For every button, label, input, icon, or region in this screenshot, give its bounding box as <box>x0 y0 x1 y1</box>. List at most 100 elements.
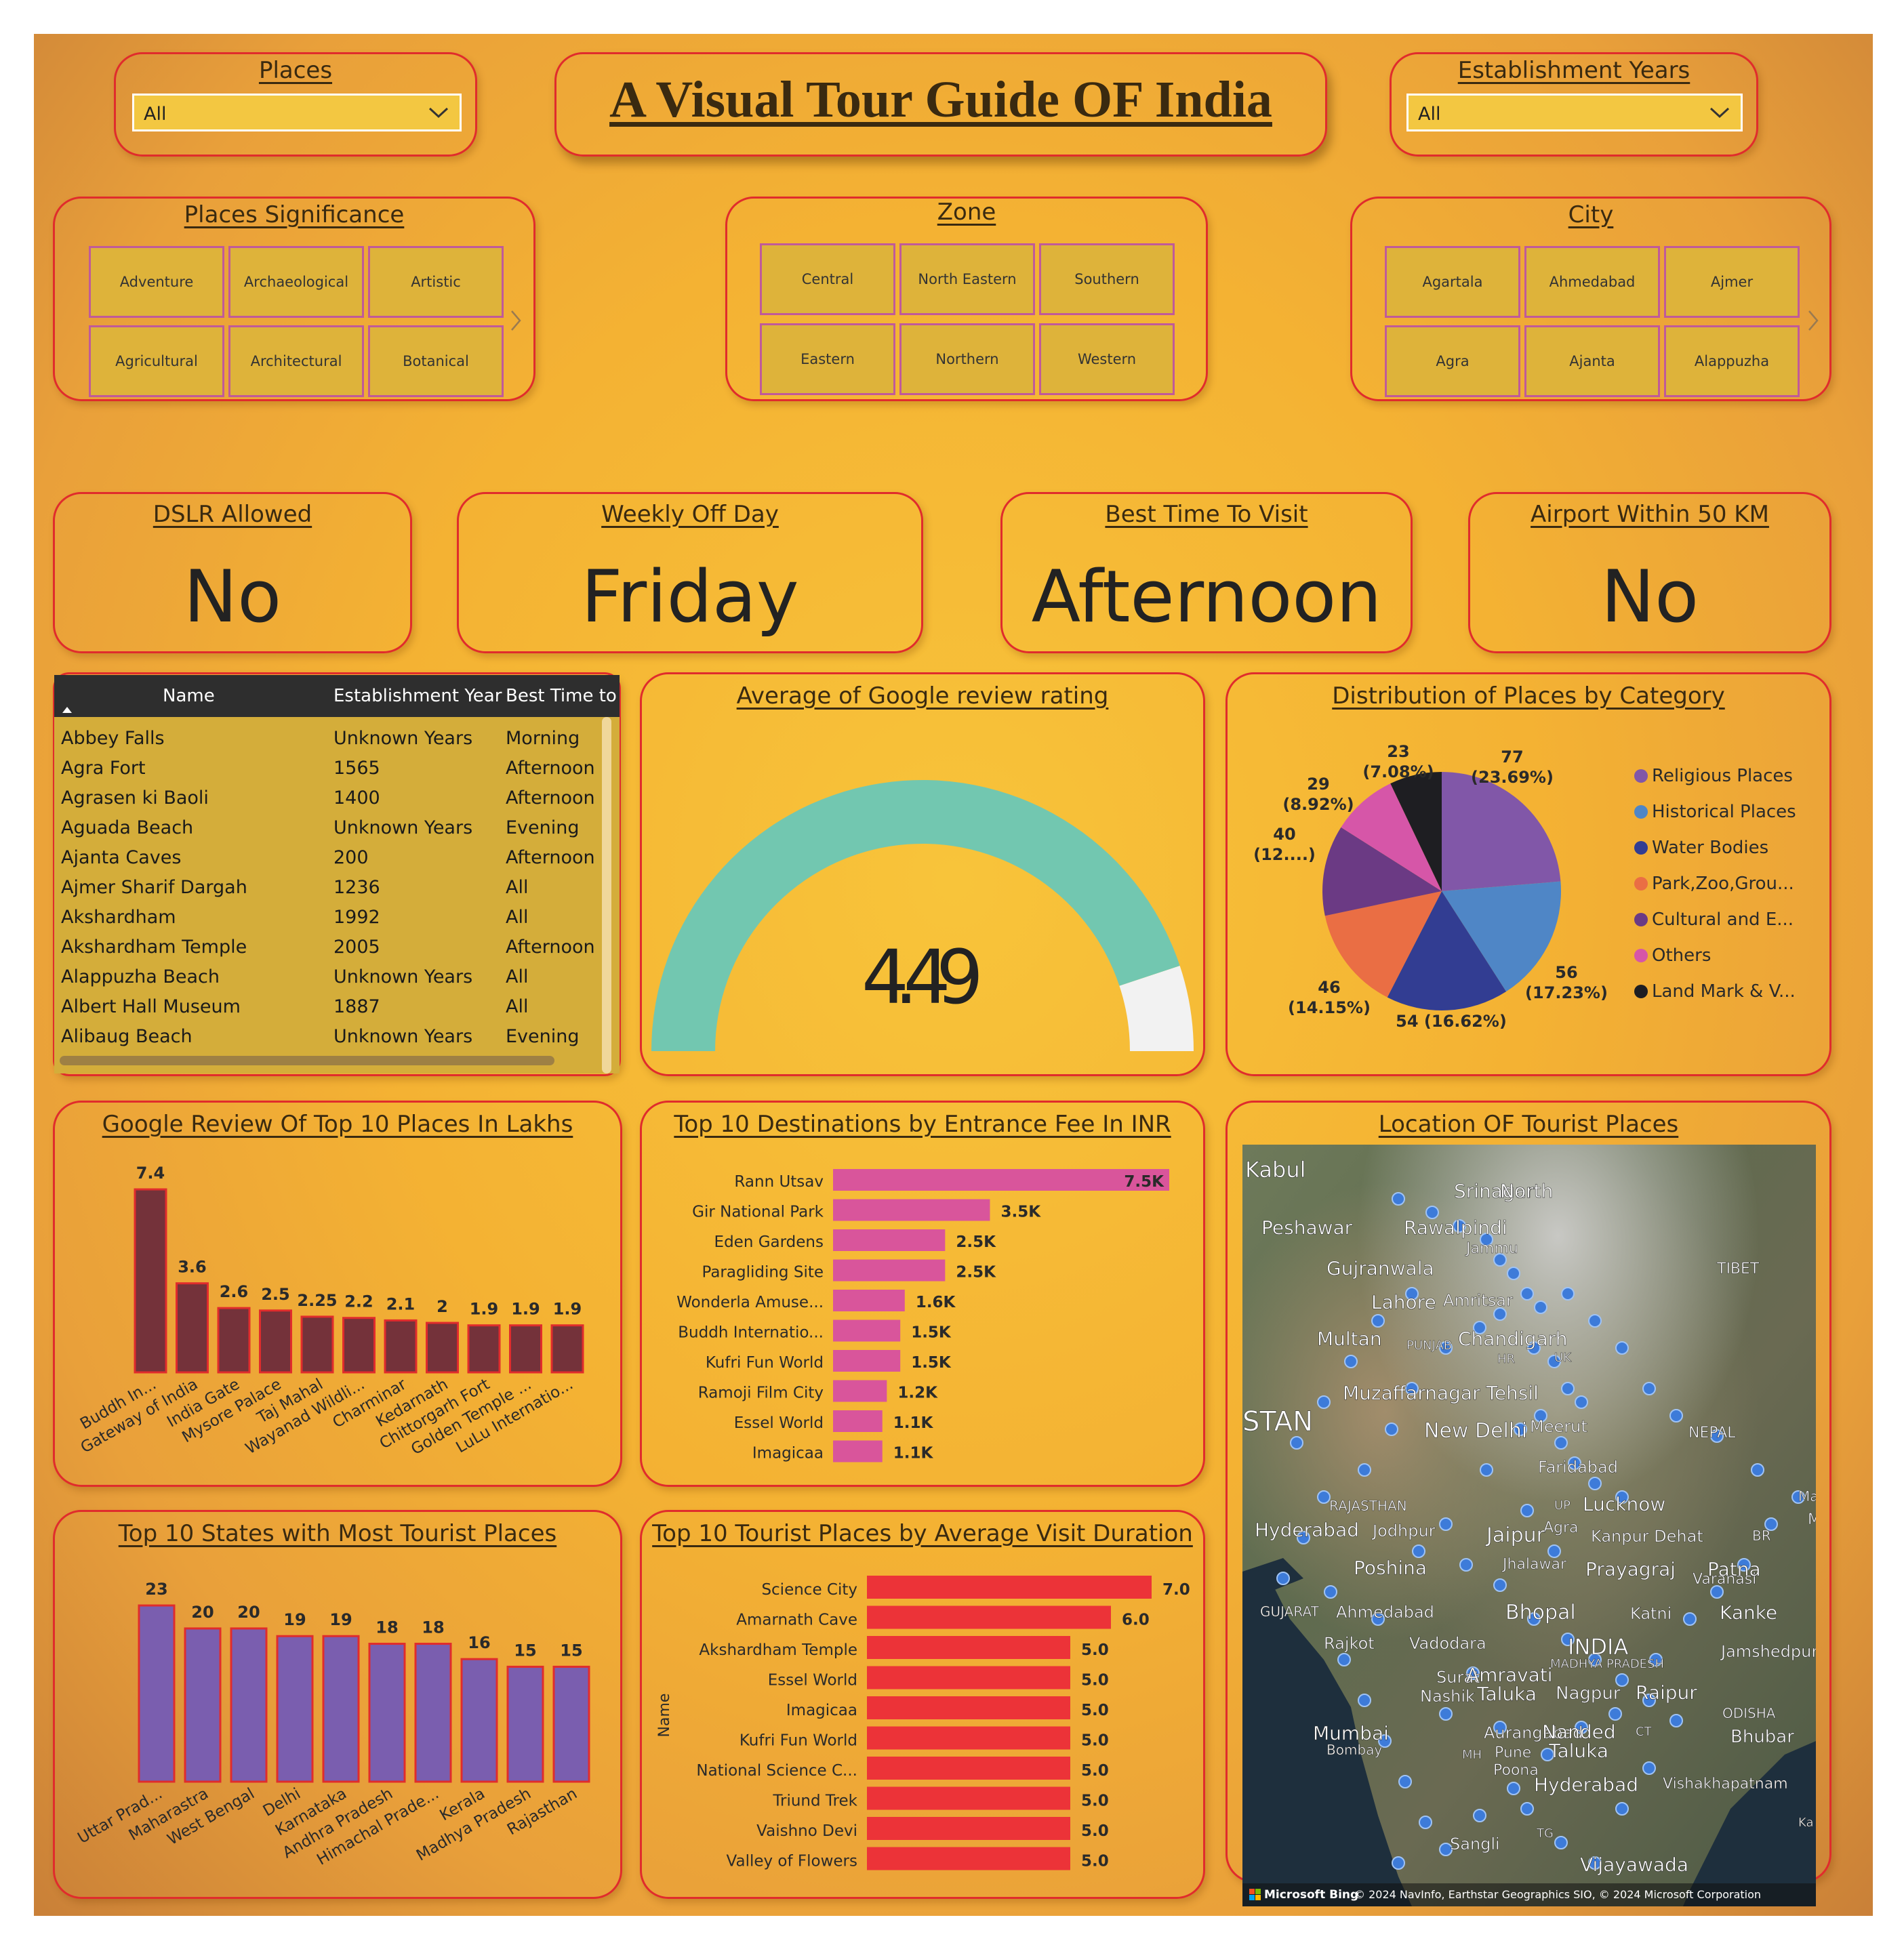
map-marker[interactable] <box>1371 1314 1385 1328</box>
map-marker[interactable] <box>1507 1782 1520 1795</box>
map-marker[interactable] <box>1297 1531 1310 1544</box>
map-marker[interactable] <box>1473 1321 1486 1334</box>
legend-item[interactable]: Cultural and E... <box>1652 909 1794 930</box>
bar[interactable] <box>460 1658 498 1783</box>
slicer-option[interactable]: Agricultural <box>89 325 224 397</box>
map-marker[interactable] <box>1683 1612 1697 1626</box>
bar[interactable] <box>426 1322 459 1374</box>
slicer-option[interactable]: Ajanta <box>1524 325 1660 397</box>
map-marker[interactable] <box>1642 1694 1656 1707</box>
bar[interactable] <box>138 1604 176 1783</box>
bar[interactable] <box>833 1440 883 1462</box>
map-marker[interactable] <box>1493 1578 1507 1592</box>
map-marker[interactable] <box>1493 1253 1507 1267</box>
bar[interactable] <box>867 1847 1070 1870</box>
bar[interactable] <box>134 1188 167 1374</box>
map-marker[interactable] <box>1547 1355 1561 1368</box>
map-marker[interactable] <box>1547 1544 1561 1558</box>
map-marker[interactable] <box>1649 1653 1663 1666</box>
map-marker[interactable] <box>1791 1490 1805 1504</box>
map-marker[interactable] <box>1371 1612 1385 1626</box>
map-marker[interactable] <box>1588 1477 1602 1490</box>
map-marker[interactable] <box>1554 1836 1568 1849</box>
bar[interactable] <box>833 1259 946 1282</box>
map-marker[interactable] <box>1358 1694 1371 1707</box>
map-marker[interactable] <box>1385 1422 1398 1436</box>
map-marker[interactable] <box>1588 1653 1602 1666</box>
slicer-option[interactable]: Agra <box>1385 325 1520 397</box>
map-marker[interactable] <box>1317 1490 1331 1504</box>
map-marker[interactable] <box>1466 1666 1480 1680</box>
bar[interactable] <box>833 1199 990 1221</box>
table-row[interactable]: Alappuzha Beach Unknown Years All <box>54 961 605 991</box>
map-marker[interactable] <box>1290 1436 1303 1450</box>
slicer-option[interactable]: Alappuzha <box>1664 325 1800 397</box>
map-marker[interactable] <box>1439 1341 1453 1355</box>
bar[interactable] <box>184 1627 222 1783</box>
map-marker[interactable] <box>1608 1707 1622 1721</box>
map-marker[interactable] <box>1554 1436 1568 1450</box>
map-marker[interactable] <box>1737 1558 1751 1572</box>
map-marker[interactable] <box>1710 1429 1724 1443</box>
pie-slice[interactable] <box>1322 827 1442 916</box>
bar[interactable] <box>833 1380 887 1402</box>
map-marker[interactable] <box>1541 1748 1554 1761</box>
slicer-option[interactable]: Western <box>1039 323 1175 395</box>
slicer-option[interactable]: Ajmer <box>1664 246 1800 318</box>
map-marker[interactable] <box>1710 1585 1724 1599</box>
bar[interactable] <box>867 1696 1070 1719</box>
bar[interactable] <box>867 1817 1070 1840</box>
map-marker[interactable] <box>1568 1456 1581 1470</box>
map-marker[interactable] <box>1358 1463 1371 1477</box>
bar[interactable] <box>833 1319 901 1342</box>
slicer-option[interactable]: North Eastern <box>899 243 1035 315</box>
map-marker[interactable] <box>1276 1572 1290 1585</box>
map-marker[interactable] <box>1439 1843 1453 1856</box>
pie-slice[interactable] <box>1341 783 1442 891</box>
table-row[interactable]: Ajanta Caves 200 Afternoon <box>54 842 605 872</box>
column-header-name[interactable]: Name <box>163 686 215 706</box>
bar[interactable] <box>342 1317 376 1374</box>
map-marker[interactable] <box>1439 1517 1453 1531</box>
map-marker[interactable] <box>1561 1287 1575 1301</box>
map-marker[interactable] <box>1534 1409 1547 1422</box>
map-marker[interactable] <box>1642 1761 1656 1775</box>
map-marker[interactable] <box>1575 1395 1588 1409</box>
map-marker[interactable] <box>1642 1382 1656 1395</box>
map-marker[interactable] <box>1405 1382 1419 1395</box>
bar[interactable] <box>867 1636 1070 1659</box>
map-marker[interactable] <box>1392 1856 1405 1870</box>
map-marker[interactable] <box>1419 1816 1432 1829</box>
map-marker[interactable] <box>1473 1809 1486 1822</box>
map-marker[interactable] <box>1575 1721 1588 1734</box>
map-marker[interactable] <box>1534 1301 1547 1314</box>
map-marker[interactable] <box>1561 1382 1575 1395</box>
bar[interactable] <box>867 1786 1070 1810</box>
bar[interactable] <box>552 1665 590 1783</box>
table-row[interactable]: Akshardham Temple 2005 Afternoon <box>54 931 605 961</box>
bar[interactable] <box>384 1319 418 1374</box>
bar[interactable] <box>259 1309 292 1374</box>
bar[interactable] <box>322 1635 360 1783</box>
legend-item[interactable]: Land Mark & V... <box>1652 981 1796 1002</box>
slicer-option[interactable]: Artistic <box>368 246 504 318</box>
slicer-option[interactable]: Southern <box>1039 243 1175 315</box>
map-marker[interactable] <box>1412 1544 1425 1558</box>
map-marker[interactable] <box>1751 1463 1764 1477</box>
years-dropdown[interactable]: All <box>1406 94 1743 131</box>
map-marker[interactable] <box>1453 1219 1466 1233</box>
bar[interactable] <box>368 1643 406 1783</box>
table-row[interactable]: Alibaug Beach Unknown Years Evening <box>54 1021 605 1050</box>
slicer-option[interactable]: Eastern <box>760 323 895 395</box>
map-marker[interactable] <box>1405 1287 1419 1301</box>
table-row[interactable]: Agrasen ki Baoli 1400 Afternoon <box>54 782 605 812</box>
bar[interactable] <box>833 1290 905 1311</box>
map-marker[interactable] <box>1480 1233 1493 1246</box>
column-header-year[interactable]: Establishment Year <box>333 686 502 706</box>
map-marker[interactable] <box>1527 1341 1541 1355</box>
map-marker[interactable] <box>1520 1802 1534 1816</box>
map-marker[interactable] <box>1615 1341 1629 1355</box>
map-marker[interactable] <box>1337 1653 1351 1666</box>
slicer-option[interactable]: Adventure <box>89 246 224 318</box>
